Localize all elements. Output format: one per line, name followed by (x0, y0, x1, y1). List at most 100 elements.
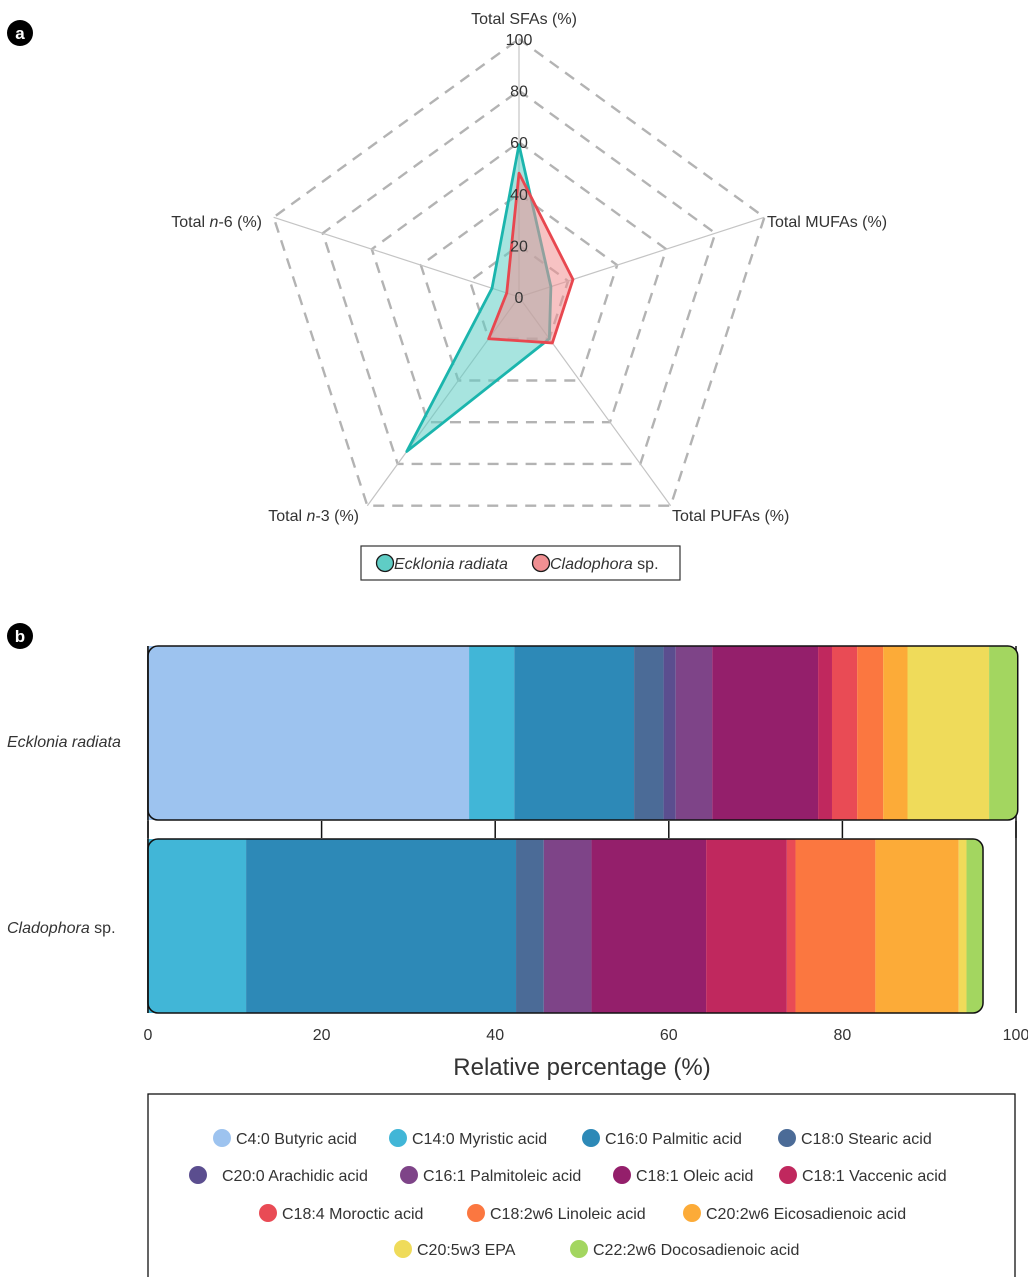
radar-grid-ring (321, 89, 717, 466)
x-axis-label: Relative percentage (%) (453, 1054, 710, 1081)
bar-segment (514, 646, 635, 820)
category-label-part: Ecklonia radiata (7, 734, 121, 751)
legend-label-ecklonia: Ecklonia radiata (394, 556, 508, 573)
legend-swatch (683, 1204, 701, 1222)
legend-label-cladophora: Cladophora sp. (550, 556, 659, 573)
bar-segment (675, 646, 713, 820)
radar-grid-ring (468, 243, 570, 340)
legend-label: C18:0 Stearic acid (801, 1131, 932, 1148)
radar-axis-label-part: Total MUFAs (%) (767, 214, 887, 231)
legend-label-ecklonia-part: Ecklonia radiata (394, 556, 508, 573)
radar-legend: Ecklonia radiata Cladophora sp. (360, 545, 681, 581)
bar-segment (663, 646, 676, 820)
x-tick-label: 80 (834, 1027, 852, 1044)
bar-segment (469, 646, 515, 820)
legend-swatch (570, 1240, 588, 1258)
category-label: Cladophora sp. (7, 920, 116, 937)
svg-text:a: a (15, 24, 25, 43)
legend-label: C18:1 Oleic acid (636, 1168, 753, 1185)
legend-label: C16:1 Palmitoleic acid (423, 1168, 581, 1185)
legend-label: C18:1 Vaccenic acid (802, 1168, 947, 1185)
legend-swatch (189, 1166, 207, 1184)
stacked-bar-chart: 0 20 40 60 80 100 Ecklonia radiata Cladophora … (7, 645, 1028, 1277)
x-tick-label: 60 (660, 1027, 678, 1044)
radar-axis-label: Total PUFAs (%) (672, 508, 789, 525)
legend-label: C16:0 Palmitic acid (605, 1131, 742, 1148)
radar-grid-ring (272, 37, 766, 507)
radar-axis-label-part: -6 (%) (218, 214, 262, 231)
radar-axis-label-part: Total SFAs (%) (471, 11, 577, 28)
bar-segment (148, 839, 247, 1013)
bar-segment (634, 646, 664, 820)
panel-b-badge: b (7, 623, 33, 649)
radar-grid (272, 37, 766, 507)
radar-axis-label: Total MUFAs (%) (767, 214, 887, 231)
legend-swatch (582, 1129, 600, 1147)
x-tick-label: 20 (313, 1027, 331, 1044)
bar-category-labels: Ecklonia radiata Cladophora sp. (7, 734, 121, 937)
category-label-part: sp. (90, 920, 116, 937)
bar-segment (989, 646, 1018, 820)
legend-swatch (259, 1204, 277, 1222)
legend-swatch (394, 1240, 412, 1258)
legend-label: C20:5w3 EPA (417, 1242, 516, 1259)
category-label: Ecklonia radiata (7, 734, 121, 751)
bar-segment (246, 839, 517, 1013)
radar-axis-label-part: Total (268, 508, 306, 525)
bar-segments (147, 645, 1019, 1014)
radar-tick-label: 100 (506, 32, 533, 49)
svg-text:b: b (15, 627, 25, 646)
legend-swatch-cladophora (531, 553, 551, 573)
legend-label: C14:0 Myristic acid (412, 1131, 547, 1148)
legend-swatch (613, 1166, 631, 1184)
bar-segment (148, 646, 482, 820)
radar-axis-label-part: n (210, 214, 219, 231)
legend-label: C18:2w6 Linoleic acid (490, 1206, 646, 1223)
bar-segment (591, 839, 707, 1013)
category-label-part: Cladophora (7, 920, 90, 937)
bar-row-1 (148, 839, 984, 1013)
radar-series (405, 143, 575, 453)
bar-left-fill (148, 839, 160, 1013)
legend-label-cladophora-part: sp. (633, 556, 659, 573)
radar-tick-label: 80 (510, 84, 528, 101)
x-tick-label: 100 (1003, 1027, 1028, 1044)
legend-label: C4:0 Butyric acid (236, 1131, 357, 1148)
radar-axis-label-part: -3 (%) (315, 508, 359, 525)
radar-axis-label: Total SFAs (%) (471, 11, 577, 28)
bar-legend: C4:0 Butyric acid C14:0 Myristic acid C16:… (147, 1093, 1016, 1277)
legend-swatch (213, 1129, 231, 1147)
radar-axis-label: Total n-6 (%) (171, 214, 262, 231)
radar-chart: 0 20 40 60 80 100 Total SFAs (%) Total MUFAs (… (171, 11, 887, 581)
radar-grid-ring (419, 192, 619, 382)
bar-segment (875, 839, 959, 1013)
radar-axis-label-part: Total (171, 214, 209, 231)
legend-label-cladophora-part: Cladophora (550, 556, 633, 573)
legend-swatch (467, 1204, 485, 1222)
legend-label: C22:2w6 Docosadienoic acid (593, 1242, 799, 1259)
radar-tick-label: 0 (515, 290, 524, 307)
radar-axis-label-part: Total PUFAs (%) (672, 508, 789, 525)
bar-segment (712, 646, 819, 820)
legend-swatch (779, 1166, 797, 1184)
radar-tick-label: 40 (510, 187, 528, 204)
legend-label: C18:4 Moroctic acid (282, 1206, 423, 1223)
radar-axis-label-part: n (307, 508, 316, 525)
legend-label: C20:0 Arachidic acid (222, 1168, 368, 1185)
bar-segment (966, 839, 984, 1013)
radar-legend-box (360, 545, 681, 581)
legend-swatch (389, 1129, 407, 1147)
radar-tick-labels: 0 20 40 60 80 100 (506, 32, 533, 307)
bar-segment (857, 646, 884, 820)
bar-left-fill (148, 646, 160, 820)
bar-segment (818, 646, 832, 820)
bar-segment (795, 839, 876, 1013)
radar-axis-labels: Total SFAs (%) Total MUFAs (%) Total PUFAs… (171, 11, 887, 525)
bar-segment (786, 839, 796, 1013)
bar-segment (706, 839, 787, 1013)
bar-segment (907, 646, 990, 820)
radar-series-cladophora (487, 171, 575, 345)
radar-tick-label: 20 (510, 238, 528, 255)
bar-segment (516, 839, 544, 1013)
